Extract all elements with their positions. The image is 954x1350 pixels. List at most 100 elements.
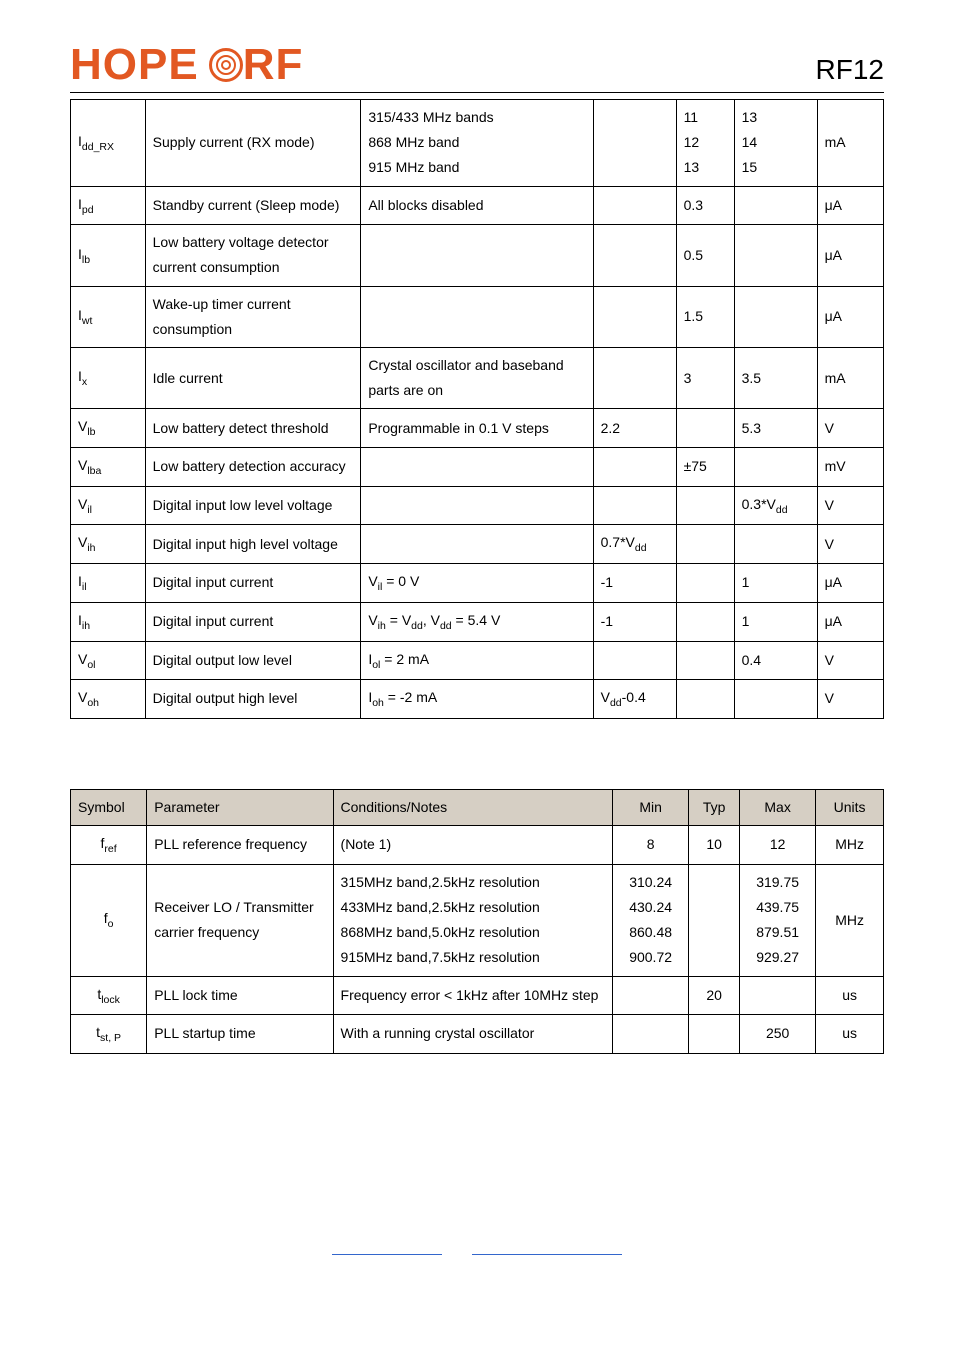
cell-unit: V [817,525,883,564]
cell-symbol: tlock [71,976,147,1015]
cell-max [740,976,816,1015]
table-row: VolDigital output low levelIol = 2 mA0.4… [71,641,884,680]
cell-symbol: Iil [71,564,146,603]
cell-conditions: Ioh = -2 mA [361,680,593,719]
cell-typ: 10 [689,826,740,865]
th-min: Min [613,789,689,825]
cell-unit: MHz [816,864,884,976]
cell-parameter: Receiver LO / Transmitter carrier freque… [147,864,333,976]
cell-parameter: Low battery voltage detector current con… [145,225,361,286]
cell-conditions [361,448,593,487]
th-units: Units [816,789,884,825]
cell-parameter: Digital input current [145,602,361,641]
table-row: IwtWake-up timer current consumption1.5μ… [71,286,884,347]
table-row: VohDigital output high levelIoh = -2 mAV… [71,680,884,719]
cell-parameter: Digital output high level [145,680,361,719]
footer-line-1 [332,1254,442,1255]
cell-typ: ±75 [676,448,734,487]
document-id: RF12 [816,54,884,90]
cell-unit: V [817,641,883,680]
cell-typ: 11 12 13 [676,100,734,187]
cell-unit: μA [817,602,883,641]
table-row: IilDigital input currentVil = 0 V-11μA [71,564,884,603]
cell-symbol: Vol [71,641,146,680]
cell-conditions: Iol = 2 mA [361,641,593,680]
cell-typ [676,641,734,680]
cell-unit: V [817,409,883,448]
cell-max: 5.3 [734,409,817,448]
table-row: VlbLow battery detect thresholdProgramma… [71,409,884,448]
cell-unit: us [816,976,884,1015]
cell-unit: V [817,680,883,719]
cell-parameter: Digital input low level voltage [145,486,361,525]
cell-symbol: Iih [71,602,146,641]
cell-unit: mV [817,448,883,487]
logo-icon [209,48,243,82]
cell-min: -1 [593,564,676,603]
footer-lines [70,1254,884,1255]
cell-min: 310.24 430.24 860.48 900.72 [613,864,689,976]
cell-conditions [361,286,593,347]
cell-min: Vdd-0.4 [593,680,676,719]
cell-parameter: Low battery detection accuracy [145,448,361,487]
cell-symbol: fref [71,826,147,865]
cell-conditions [361,225,593,286]
cell-typ: 3 [676,348,734,409]
cell-symbol: Iwt [71,286,146,347]
cell-max: 0.3*Vdd [734,486,817,525]
cell-conditions: Frequency error < 1kHz after 10MHz step [333,976,612,1015]
cell-conditions: 315MHz band,2.5kHz resolution 433MHz ban… [333,864,612,976]
cell-min: 8 [613,826,689,865]
cell-min [593,225,676,286]
cell-min [613,976,689,1015]
cell-unit: mA [817,348,883,409]
cell-min: 2.2 [593,409,676,448]
table-row: IlbLow battery voltage detector current … [71,225,884,286]
logo-word-1: HOPE [70,40,199,90]
cell-max [734,680,817,719]
cell-symbol: Vlba [71,448,146,487]
th-conditions: Conditions/Notes [333,789,612,825]
th-typ: Typ [689,789,740,825]
table-spacer [70,719,884,789]
cell-max: 1 [734,602,817,641]
cell-conditions: Crystal oscillator and baseband parts ar… [361,348,593,409]
table-row: VilDigital input low level voltage 0.3*Vd… [71,486,884,525]
cell-max: 13 14 15 [734,100,817,187]
cell-parameter: PLL reference frequency [147,826,333,865]
cell-max: 12 [740,826,816,865]
cell-min [613,1015,689,1054]
cell-parameter: Wake-up timer current consumption [145,286,361,347]
table-row: tlockPLL lock timeFrequency error < 1kHz… [71,976,884,1015]
cell-unit: us [816,1015,884,1054]
footer-line-2 [472,1254,622,1255]
cell-max: 0.4 [734,641,817,680]
cell-min: -1 [593,602,676,641]
cell-typ [676,602,734,641]
spec-table-1: Idd_RXSupply current (RX mode)315/433 MH… [70,99,884,719]
cell-min [593,641,676,680]
table-row: IpdStandby current (Sleep mode)All block… [71,186,884,225]
cell-unit: MHz [816,826,884,865]
cell-parameter: Standby current (Sleep mode) [145,186,361,225]
cell-parameter: PLL lock time [147,976,333,1015]
cell-conditions: Programmable in 0.1 V steps [361,409,593,448]
table-row: IihDigital input currentVih = Vdd, Vdd =… [71,602,884,641]
cell-max: 1 [734,564,817,603]
cell-conditions: Vil = 0 V [361,564,593,603]
spec-table-2: Symbol Parameter Conditions/Notes Min Ty… [70,789,884,1054]
cell-symbol: Vil [71,486,146,525]
th-symbol: Symbol [71,789,147,825]
cell-parameter: Low battery detect threshold [145,409,361,448]
cell-parameter: Idle current [145,348,361,409]
table-header-row: Symbol Parameter Conditions/Notes Min Ty… [71,789,884,825]
cell-symbol: Ipd [71,186,146,225]
cell-min [593,286,676,347]
cell-min [593,348,676,409]
logo: HOPE RF [70,40,303,90]
cell-symbol: tst, P [71,1015,147,1054]
cell-typ: 0.3 [676,186,734,225]
cell-max [734,525,817,564]
cell-parameter: Digital input current [145,564,361,603]
cell-symbol: Idd_RX [71,100,146,187]
